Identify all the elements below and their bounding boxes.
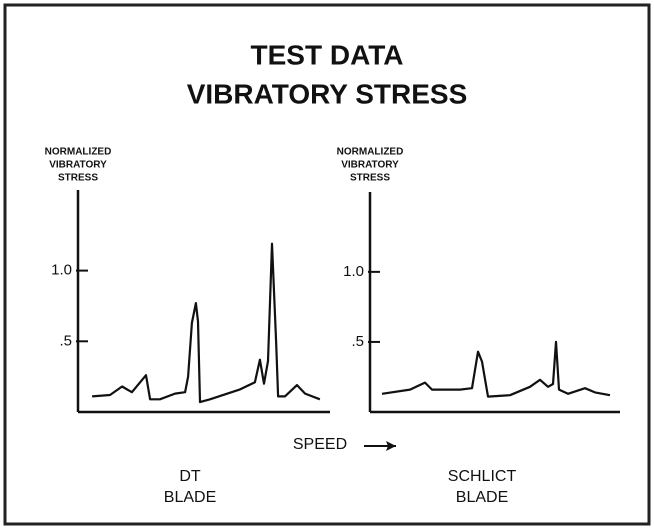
chart-title: DT: [179, 468, 201, 485]
y-axis-label: VIBRATORY: [341, 160, 399, 171]
title-line: VIBRATORY STRESS: [187, 78, 468, 109]
chart-title: BLADE: [164, 489, 216, 506]
y-tick-label: .5: [351, 333, 364, 350]
y-axis-label: STRESS: [58, 173, 98, 184]
y-axis-label: STRESS: [350, 173, 390, 184]
y-axis-label: NORMALIZED: [337, 147, 404, 158]
frame: [3, 3, 651, 526]
chart-title: SCHLICT: [448, 468, 517, 485]
stress-line: [92, 242, 321, 404]
y-axis-label: NORMALIZED: [45, 147, 112, 158]
y-tick-label: 1.0: [51, 262, 72, 279]
arrow-head: [386, 441, 396, 451]
chart-title: BLADE: [456, 489, 508, 506]
y-tick-label: .5: [59, 332, 72, 349]
x-axis-label: SPEED: [293, 436, 347, 453]
y-tick-label: 1.0: [343, 263, 364, 280]
stress-line: [381, 340, 611, 398]
y-axis-label: VIBRATORY: [49, 160, 107, 171]
title-line: TEST DATA: [251, 39, 404, 70]
